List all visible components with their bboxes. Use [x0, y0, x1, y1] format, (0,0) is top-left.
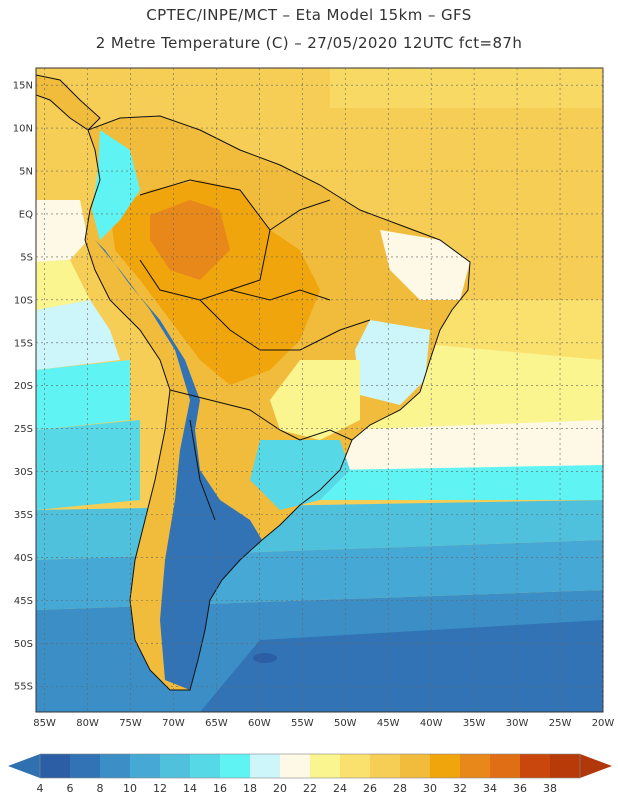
lat-tick-label: EQ [19, 209, 33, 220]
lat-tick-label: 15N [13, 81, 33, 92]
lon-tick-label: 75W [119, 718, 142, 729]
lat-tick-label: 5N [19, 167, 33, 178]
colorbar-swatch [460, 754, 491, 778]
south-brazil-mild [270, 360, 360, 440]
colorbar: 4 6 8 10 12 14 16 18 20 22 24 26 28 30 32 34 36 38 [8, 753, 612, 795]
lat-tick-label: 5S [20, 252, 33, 263]
colorbar-swatch [340, 754, 371, 778]
colorbar-under-arrow [8, 754, 40, 778]
colorbar-tick-label: 14 [183, 782, 197, 795]
lon-tick-label: 85W [33, 718, 56, 729]
lat-tick-label: 10S [14, 295, 33, 306]
ne-brazil-cool [380, 230, 470, 300]
lon-tick-label: 55W [291, 718, 314, 729]
colorbar-swatch [190, 754, 221, 778]
colorbar-tick-label: 38 [543, 782, 557, 795]
lat-tick-label: 40S [14, 553, 33, 564]
lat-tick-label: 20S [14, 381, 33, 392]
colorbar-tick-label: 10 [123, 782, 137, 795]
amazon-hotter-region [150, 200, 230, 280]
ocean-14-band [36, 420, 140, 510]
pampas-region [250, 440, 350, 510]
colorbar-swatch [430, 754, 461, 778]
colorbar-swatch [250, 754, 281, 778]
colorbar-swatch [490, 754, 521, 778]
lat-tick-label: 10N [13, 124, 33, 135]
colorbar-swatch [70, 754, 101, 778]
map-subtitle: 2 Metre Temperature (C) – 27/05/2020 12U… [95, 34, 523, 52]
colorbar-swatch [100, 754, 131, 778]
latitude-labels: 15N 10N 5N EQ 5S 10S 15S 20S 25S 30S 35S 40S 45S 50S 5… [13, 81, 33, 693]
ocean-16-south [300, 465, 603, 500]
colorbar-swatch [160, 754, 191, 778]
longitude-labels: 85W 80W 75W 70W 65W 60W 55W 50W 45W 40W 35W 30W 25W 2… [33, 718, 614, 729]
northern-andes-cool [92, 130, 140, 240]
colorbar-tick-label: 18 [243, 782, 257, 795]
colorbar-swatch [310, 754, 341, 778]
lat-tick-label: 50S [14, 639, 33, 650]
colorbar-swatch [280, 754, 311, 778]
colorbar-swatch [370, 754, 401, 778]
se-brazil-cool [355, 320, 430, 405]
colorbar-tick-label: 6 [67, 782, 74, 795]
colorbar-tick-label: 22 [303, 782, 317, 795]
ocean-band [330, 68, 603, 108]
colorbar-tick-label: 8 [97, 782, 104, 795]
central-america-land [36, 75, 100, 130]
colorbar-swatch [40, 754, 71, 778]
colorbar-tick-label: 20 [273, 782, 287, 795]
map-title: CPTEC/INPE/MCT – Eta Model 15km – GFS [146, 6, 472, 24]
lon-tick-label: 80W [76, 718, 99, 729]
colorbar-tick-label: 36 [513, 782, 527, 795]
pacific-18-band [36, 300, 120, 370]
colorbar-tick-label: 32 [453, 782, 467, 795]
colorbar-tick-label: 34 [483, 782, 497, 795]
colorbar-tick-label: 24 [333, 782, 347, 795]
lat-tick-label: 25S [14, 424, 33, 435]
lon-tick-label: 45W [377, 718, 400, 729]
lon-tick-label: 50W [334, 718, 357, 729]
colorbar-tick-label: 30 [423, 782, 437, 795]
lat-tick-label: 30S [14, 467, 33, 478]
colorbar-swatch [550, 754, 581, 778]
lat-tick-label: 15S [14, 338, 33, 349]
lon-tick-label: 40W [420, 718, 443, 729]
ocean-6-band [200, 620, 603, 712]
lon-tick-label: 60W [248, 718, 271, 729]
atlantic-22-band [330, 420, 603, 470]
lon-tick-label: 25W [549, 718, 572, 729]
lat-tick-label: 35S [14, 510, 33, 521]
lon-tick-label: 65W [205, 718, 228, 729]
colorbar-swatch [520, 754, 551, 778]
colorbar-swatch [220, 754, 251, 778]
ocean-16-band [36, 360, 130, 430]
colorbar-tick-label: 28 [393, 782, 407, 795]
colorbar-tick-label: 16 [213, 782, 227, 795]
lat-tick-label: 45S [14, 596, 33, 607]
colorbar-over-arrow [580, 754, 612, 778]
lon-tick-label: 20W [592, 718, 615, 729]
falkland-islands [253, 653, 277, 663]
lat-lon-grid [36, 68, 604, 712]
colorbar-tick-label: 4 [37, 782, 44, 795]
lon-tick-label: 70W [162, 718, 185, 729]
colorbar-tick-label: 26 [363, 782, 377, 795]
pacific-cool-band [36, 200, 88, 262]
colorbar-swatch [130, 754, 161, 778]
lon-tick-label: 35W [463, 718, 486, 729]
lon-tick-label: 30W [506, 718, 529, 729]
andes-patagonia-cold [95, 240, 262, 690]
colorbar-swatch [400, 754, 431, 778]
pacific-24-band [36, 260, 90, 310]
lat-tick-label: 55S [14, 682, 33, 693]
colorbar-tick-label: 12 [153, 782, 167, 795]
